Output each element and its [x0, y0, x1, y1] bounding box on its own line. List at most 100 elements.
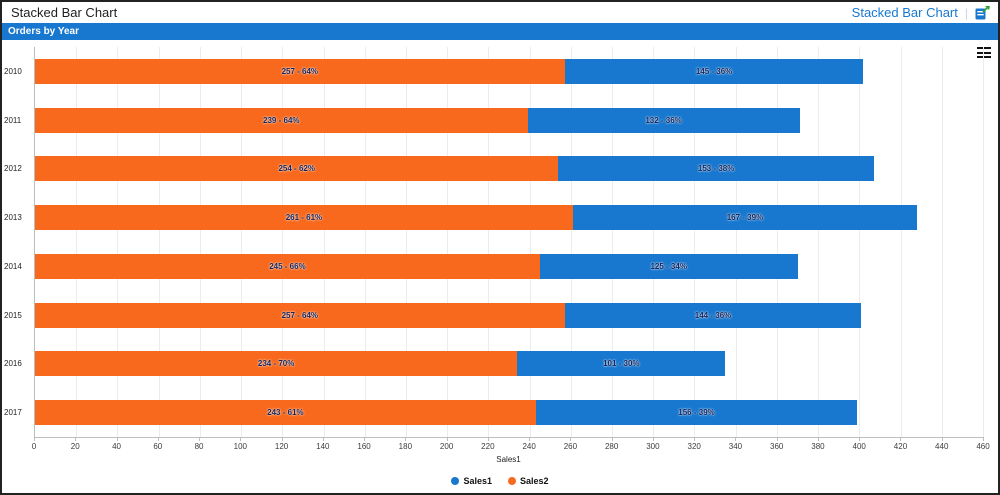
- bar-segment-sales1[interactable]: 156 - 39%: [535, 400, 858, 426]
- x-tick-mark: [776, 437, 778, 441]
- gridline: [76, 47, 78, 437]
- plot-area: 2010 257 - 64% 145 - 36% 2011 239 - 64% 132 -…: [4, 47, 984, 438]
- legend-item-sales2[interactable]: Sales2: [508, 476, 549, 486]
- bar-segment-sales2[interactable]: 239 - 64%: [35, 107, 528, 133]
- legend-marker-icon: [508, 477, 516, 485]
- gridline: [364, 47, 366, 437]
- x-tick-mark: [34, 437, 35, 441]
- y-axis-label: 2012: [4, 164, 22, 174]
- gridline: [282, 47, 284, 437]
- chart-title-band: Orders by Year: [2, 23, 998, 40]
- bar-segment-label: 234 - 70%: [257, 359, 295, 369]
- bar-segment-label: 101 - 30%: [603, 359, 640, 369]
- bar-segment-sales2[interactable]: 234 - 70%: [35, 351, 518, 377]
- x-tick-mark: [817, 437, 819, 441]
- chart-area: 2010 257 - 64% 145 - 36% 2011 239 - 64% 132 -…: [2, 40, 998, 493]
- bar-row-2010: 2010 257 - 64% 145 - 36%: [4, 47, 983, 96]
- y-axis-label: 2013: [4, 213, 22, 223]
- x-tick-label: 400: [852, 442, 866, 451]
- x-tick-label: 320: [687, 442, 701, 451]
- x-tick-mark: [694, 437, 696, 441]
- y-axis-label: 2016: [4, 359, 22, 369]
- stacked-bar: 257 - 64% 145 - 36%: [35, 58, 983, 84]
- x-axis-title: Sales1: [496, 455, 521, 464]
- x-tick-mark: [529, 437, 531, 441]
- legend-label: Sales2: [520, 476, 549, 486]
- stacked-bar: 239 - 64% 132 - 36%: [35, 107, 983, 133]
- x-tick-label: 460: [976, 442, 990, 451]
- bar-segment-label: 145 - 36%: [695, 66, 733, 76]
- gridline: [694, 47, 696, 437]
- bar-segment-sales2[interactable]: 254 - 62%: [35, 156, 559, 182]
- x-tick-label: 220: [481, 442, 495, 451]
- bar-segment-sales1[interactable]: 153 - 38%: [558, 156, 874, 182]
- x-tick-label: 440: [935, 442, 949, 451]
- x-tick-mark: [611, 437, 613, 441]
- bar-segment-label: 254 - 62%: [278, 164, 315, 174]
- bar-segment-sales2[interactable]: 257 - 64%: [35, 302, 565, 328]
- open-report-icon[interactable]: [975, 5, 990, 20]
- gridline: [859, 47, 861, 437]
- x-tick-label: 80: [194, 442, 204, 451]
- x-tick-label: 120: [274, 442, 289, 451]
- gridline: [529, 47, 531, 437]
- y-axis-label: 2017: [4, 408, 22, 418]
- x-tick-label: 200: [439, 442, 454, 451]
- gridline: [241, 47, 243, 437]
- bar-segment-label: 239 - 64%: [263, 115, 300, 125]
- header-separator: |: [964, 5, 968, 20]
- bar-row-2017: 2017 243 - 61% 156 - 39%: [4, 388, 983, 437]
- x-tick-mark: [364, 437, 366, 441]
- y-axis-label: 2011: [4, 115, 22, 125]
- bar-row-2016: 2016 234 - 70% 101 - 30%: [4, 340, 983, 389]
- bar-segment-sales2[interactable]: 257 - 64%: [35, 58, 565, 84]
- bar-segment-label: 156 - 39%: [678, 408, 715, 418]
- gridline: [405, 47, 407, 437]
- x-tick-mark: [983, 437, 984, 441]
- x-tick-mark: [859, 437, 861, 441]
- gridline: [117, 47, 119, 437]
- stacked-bar: 261 - 61% 167 - 39%: [35, 205, 983, 231]
- x-tick-mark: [116, 437, 118, 441]
- stacked-bar: 257 - 64% 144 - 36%: [35, 302, 983, 328]
- page-title: Stacked Bar Chart: [11, 5, 118, 20]
- x-tick-label: 380: [811, 442, 825, 451]
- bar-segment-sales1[interactable]: 144 - 36%: [564, 302, 862, 328]
- gridline: [983, 47, 984, 437]
- chart-title: Orders by Year: [8, 26, 79, 37]
- x-axis: 0 20 40 60 80 100 120 140 160 180 200 220 240 260 280 3…: [31, 437, 990, 451]
- bar-segment-sales1[interactable]: 125 - 34%: [539, 253, 798, 279]
- bar-segment-sales1[interactable]: 132 - 36%: [527, 107, 800, 133]
- x-tick-label: 20: [70, 442, 80, 451]
- legend-marker-icon: [451, 477, 460, 485]
- x-tick-mark: [446, 437, 448, 441]
- x-tick-mark: [281, 437, 283, 441]
- x-tick-mark: [322, 437, 324, 441]
- gridline: [199, 47, 201, 437]
- bar-segment-sales2[interactable]: 245 - 66%: [35, 253, 540, 279]
- gridline: [488, 47, 490, 437]
- x-tick-label: 180: [398, 442, 413, 451]
- x-tick-label: 140: [316, 442, 330, 451]
- gridline: [447, 47, 449, 437]
- bar-segment-sales2[interactable]: 243 - 61%: [35, 400, 536, 426]
- y-axis-label: 2010: [4, 66, 22, 76]
- stacked-bar: 234 - 70% 101 - 30%: [35, 351, 983, 377]
- report-link[interactable]: Stacked Bar Chart: [851, 5, 958, 20]
- gridline: [323, 47, 325, 437]
- bar-segment-label: 257 - 64%: [281, 310, 319, 320]
- bar-segment-sales1[interactable]: 145 - 36%: [564, 58, 864, 84]
- gridline: [653, 47, 655, 437]
- x-tick-label: 40: [112, 442, 121, 451]
- bar-segment-sales1[interactable]: 101 - 30%: [517, 351, 726, 377]
- legend-item-sales1[interactable]: Sales1: [451, 476, 492, 486]
- x-tick-label: 100: [233, 442, 247, 451]
- chart-menu-icon[interactable]: [977, 47, 991, 58]
- bar-segment-sales1[interactable]: 167 - 39%: [572, 205, 918, 231]
- x-tick-mark: [199, 437, 201, 441]
- y-axis-label: 2014: [4, 261, 22, 271]
- x-tick-label: 0: [31, 442, 37, 451]
- x-tick-label: 420: [893, 442, 908, 451]
- bar-segment-label: 261 - 61%: [285, 213, 323, 223]
- bar-segment-sales2[interactable]: 261 - 61%: [35, 205, 573, 231]
